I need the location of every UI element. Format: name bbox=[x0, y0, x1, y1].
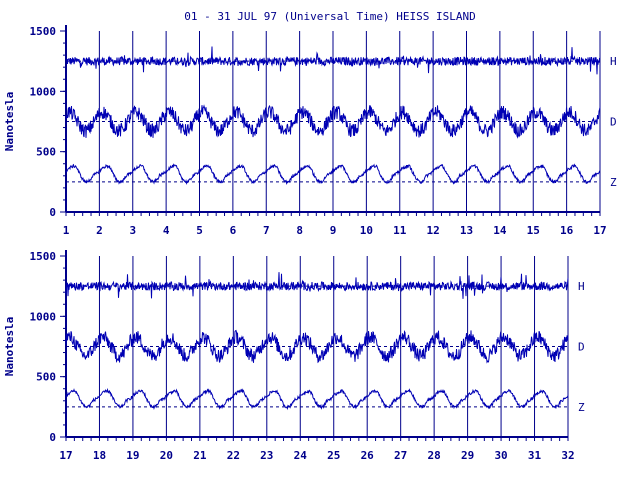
x-tick-label: 29 bbox=[461, 449, 474, 462]
y-tick-label: 500 bbox=[36, 371, 56, 384]
series-label-d: D bbox=[578, 341, 585, 354]
x-tick-label: 15 bbox=[527, 224, 540, 237]
x-tick-label: 12 bbox=[427, 224, 440, 237]
x-tick-label: 23 bbox=[260, 449, 273, 462]
series-line-z bbox=[65, 387, 569, 411]
x-tick-label: 20 bbox=[160, 449, 173, 462]
x-tick-label: 5 bbox=[196, 224, 203, 237]
series-line-d bbox=[65, 329, 569, 364]
series-line-h bbox=[65, 272, 569, 299]
x-tick-label: 13 bbox=[460, 224, 473, 237]
y-tick-label: 1000 bbox=[30, 310, 57, 323]
x-tick-label: 18 bbox=[93, 449, 106, 462]
y-tick-label: 0 bbox=[49, 431, 56, 444]
x-tick-label: 22 bbox=[227, 449, 240, 462]
x-tick-label: 19 bbox=[126, 449, 139, 462]
series-label-z: Z bbox=[578, 401, 585, 414]
x-tick-label: 31 bbox=[528, 449, 542, 462]
chart-title: 01 - 31 JUL 97 (Universal Time) HEISS IS… bbox=[184, 10, 475, 23]
y-tick-label: 0 bbox=[49, 206, 56, 219]
x-tick-label: 3 bbox=[129, 224, 136, 237]
x-tick-label: 28 bbox=[428, 449, 441, 462]
x-tick-label: 21 bbox=[193, 449, 207, 462]
x-tick-label: 1 bbox=[63, 224, 70, 237]
x-tick-label: 11 bbox=[393, 224, 407, 237]
x-tick-label: 9 bbox=[330, 224, 337, 237]
x-tick-label: 8 bbox=[296, 224, 303, 237]
series-line-h bbox=[65, 46, 601, 75]
x-tick-label: 30 bbox=[494, 449, 507, 462]
x-tick-label: 16 bbox=[560, 224, 574, 237]
chart-panels: 1 2 3 4 5 6 7 8 9 10 11 12 13 14 15 16 17050010001500Nan… bbox=[3, 25, 617, 462]
x-tick-label: 10 bbox=[360, 224, 373, 237]
x-tick-label: 14 bbox=[493, 224, 507, 237]
y-axis-label: Nanotesla bbox=[3, 92, 16, 152]
panel-1: 1 2 3 4 5 6 7 8 9 10 11 12 13 14 15 16 17050010001500Nan… bbox=[3, 25, 617, 237]
series-label-d: D bbox=[610, 116, 617, 129]
x-tick-label: 17 bbox=[59, 449, 72, 462]
series-label-h: H bbox=[578, 280, 585, 293]
y-tick-label: 500 bbox=[36, 146, 56, 159]
x-tick-label: 7 bbox=[263, 224, 270, 237]
y-tick-label: 1500 bbox=[30, 25, 57, 38]
series-line-d bbox=[65, 104, 601, 139]
y-axis-label: Nanotesla bbox=[3, 317, 16, 377]
x-tick-label: 24 bbox=[294, 449, 308, 462]
panel-2: 17 18 19 20 21 22 23 24 25 26 27 28 29 30 31 32 0 500 1000… bbox=[3, 250, 585, 462]
series-line-z bbox=[65, 163, 601, 186]
x-tick-label: 25 bbox=[327, 449, 340, 462]
x-tick-label: 26 bbox=[361, 449, 375, 462]
x-tick-label: 32 bbox=[561, 449, 574, 462]
x-tick-label: 27 bbox=[394, 449, 407, 462]
x-tick-label: 17 bbox=[593, 224, 606, 237]
x-tick-label: 2 bbox=[96, 224, 103, 237]
y-tick-label: 1000 bbox=[30, 85, 57, 98]
series-label-h: H bbox=[610, 55, 617, 68]
x-tick-label: 6 bbox=[230, 224, 237, 237]
x-tick-label: 4 bbox=[163, 224, 170, 237]
y-tick-label: 1500 bbox=[30, 250, 57, 263]
series-label-z: Z bbox=[610, 176, 617, 189]
